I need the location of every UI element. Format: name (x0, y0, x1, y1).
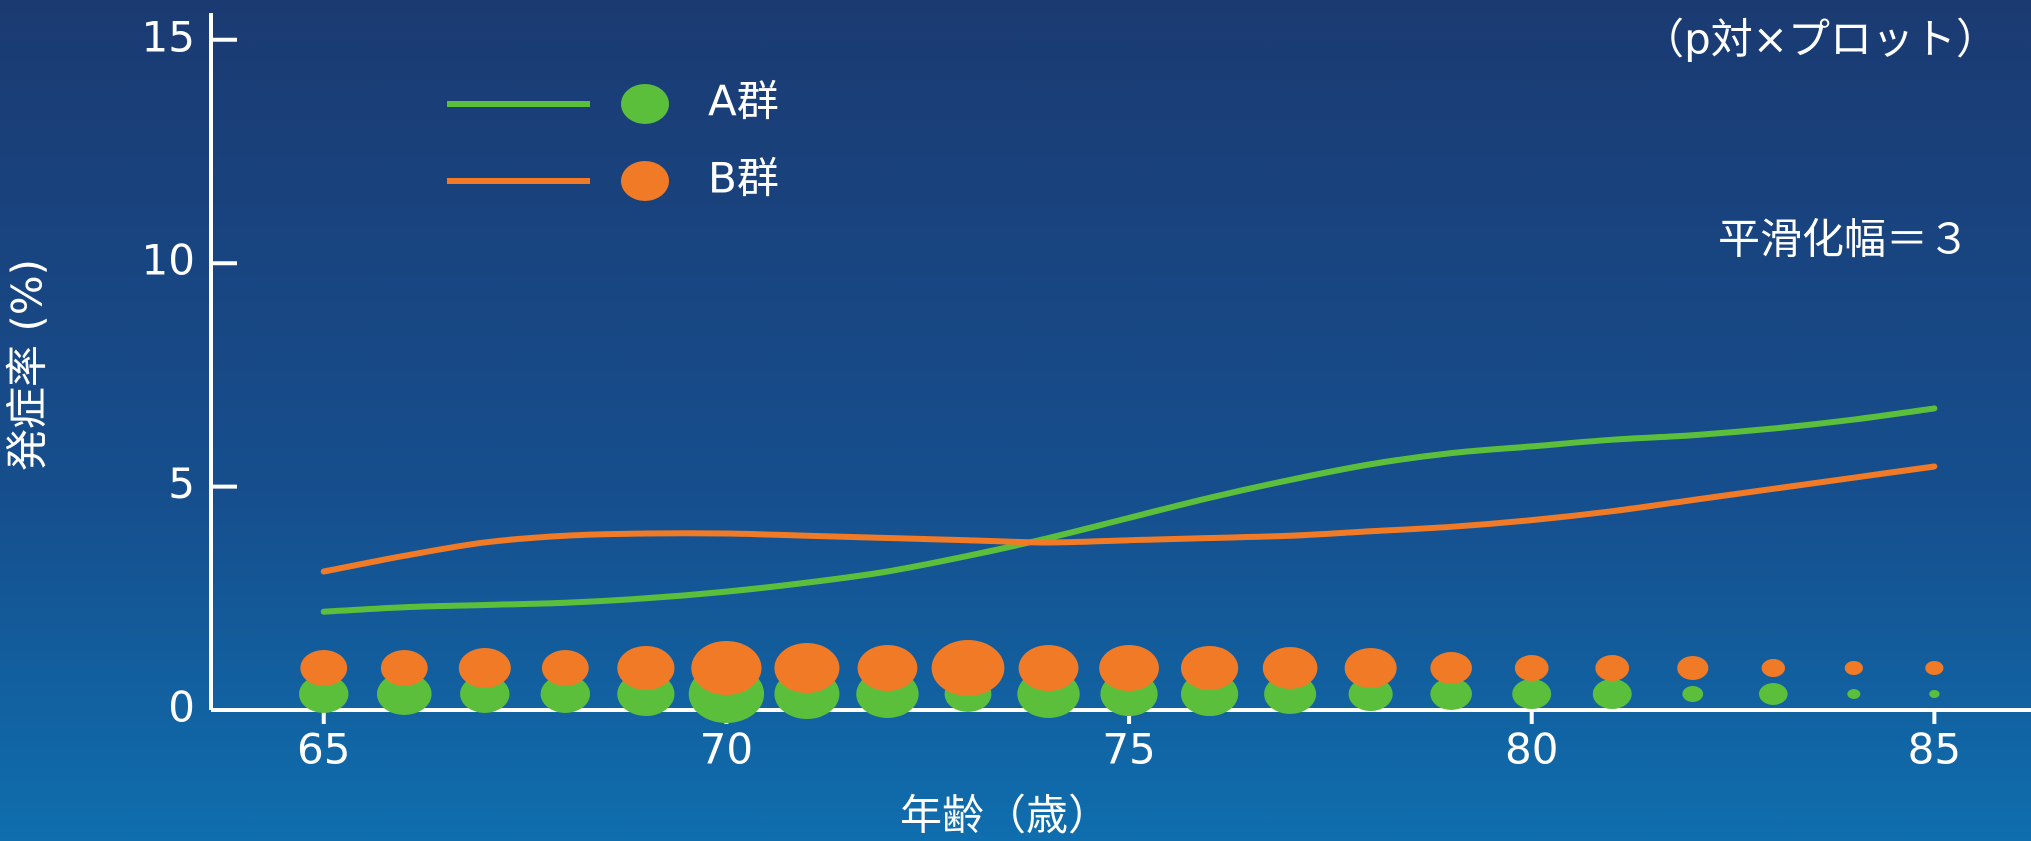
bubble (1761, 659, 1786, 677)
bubble (774, 643, 840, 693)
x-axis-label: 年齢（歳） (900, 791, 1110, 840)
x-tick-label: 75 (1102, 725, 1155, 774)
y-axis-label: 発症率 (%) (3, 259, 52, 471)
bubble (857, 645, 918, 691)
bubble (540, 675, 591, 713)
bubble (1844, 661, 1863, 675)
legend-label: B群 (708, 154, 779, 203)
y-tick-label: 5 (168, 459, 195, 508)
x-tick-label: 70 (700, 725, 753, 774)
bubble (541, 650, 589, 686)
x-tick-label: 85 (1908, 725, 1961, 774)
bubble (300, 650, 348, 686)
series-line (320, 405, 1938, 615)
y-tick-label: 10 (142, 236, 195, 285)
y-tick-label: 15 (142, 12, 195, 61)
bubble (1929, 690, 1940, 698)
bubble (1847, 689, 1861, 699)
x-tick-label: 80 (1505, 725, 1558, 774)
bubble (1514, 655, 1549, 681)
bubble (1180, 646, 1239, 690)
bubble (1592, 679, 1632, 709)
legend-label: A群 (708, 77, 779, 126)
bubble (617, 646, 675, 690)
bubble (1430, 652, 1472, 684)
bubble (1430, 678, 1472, 710)
bubble (1759, 683, 1788, 705)
bubble (1595, 655, 1630, 681)
bubble (380, 650, 428, 686)
x-tick-label: 65 (297, 725, 350, 774)
legend-marker (621, 84, 669, 124)
bubble (1018, 645, 1079, 691)
legend-marker (621, 161, 669, 201)
bubble (1099, 645, 1159, 691)
bubble (376, 673, 432, 715)
bubble (458, 648, 511, 688)
bubble (1682, 686, 1704, 702)
bubble (299, 675, 349, 713)
series-line (320, 463, 1938, 575)
bubble (1677, 656, 1709, 680)
bubble (1344, 648, 1397, 688)
annotation: （p対×プロット） (1642, 15, 1998, 64)
bubble (1262, 647, 1318, 689)
bubble (1925, 661, 1944, 675)
annotation: 平滑化幅＝３ (1718, 215, 1970, 264)
y-tick-label: 0 (168, 683, 195, 732)
bubble (931, 640, 1005, 696)
bubble (1512, 679, 1552, 709)
bubble (691, 641, 762, 695)
